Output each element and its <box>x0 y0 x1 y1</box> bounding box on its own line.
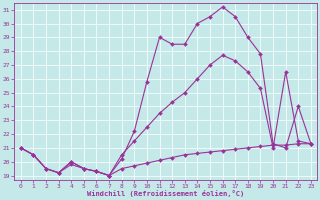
X-axis label: Windchill (Refroidissement éolien,°C): Windchill (Refroidissement éolien,°C) <box>87 190 244 197</box>
